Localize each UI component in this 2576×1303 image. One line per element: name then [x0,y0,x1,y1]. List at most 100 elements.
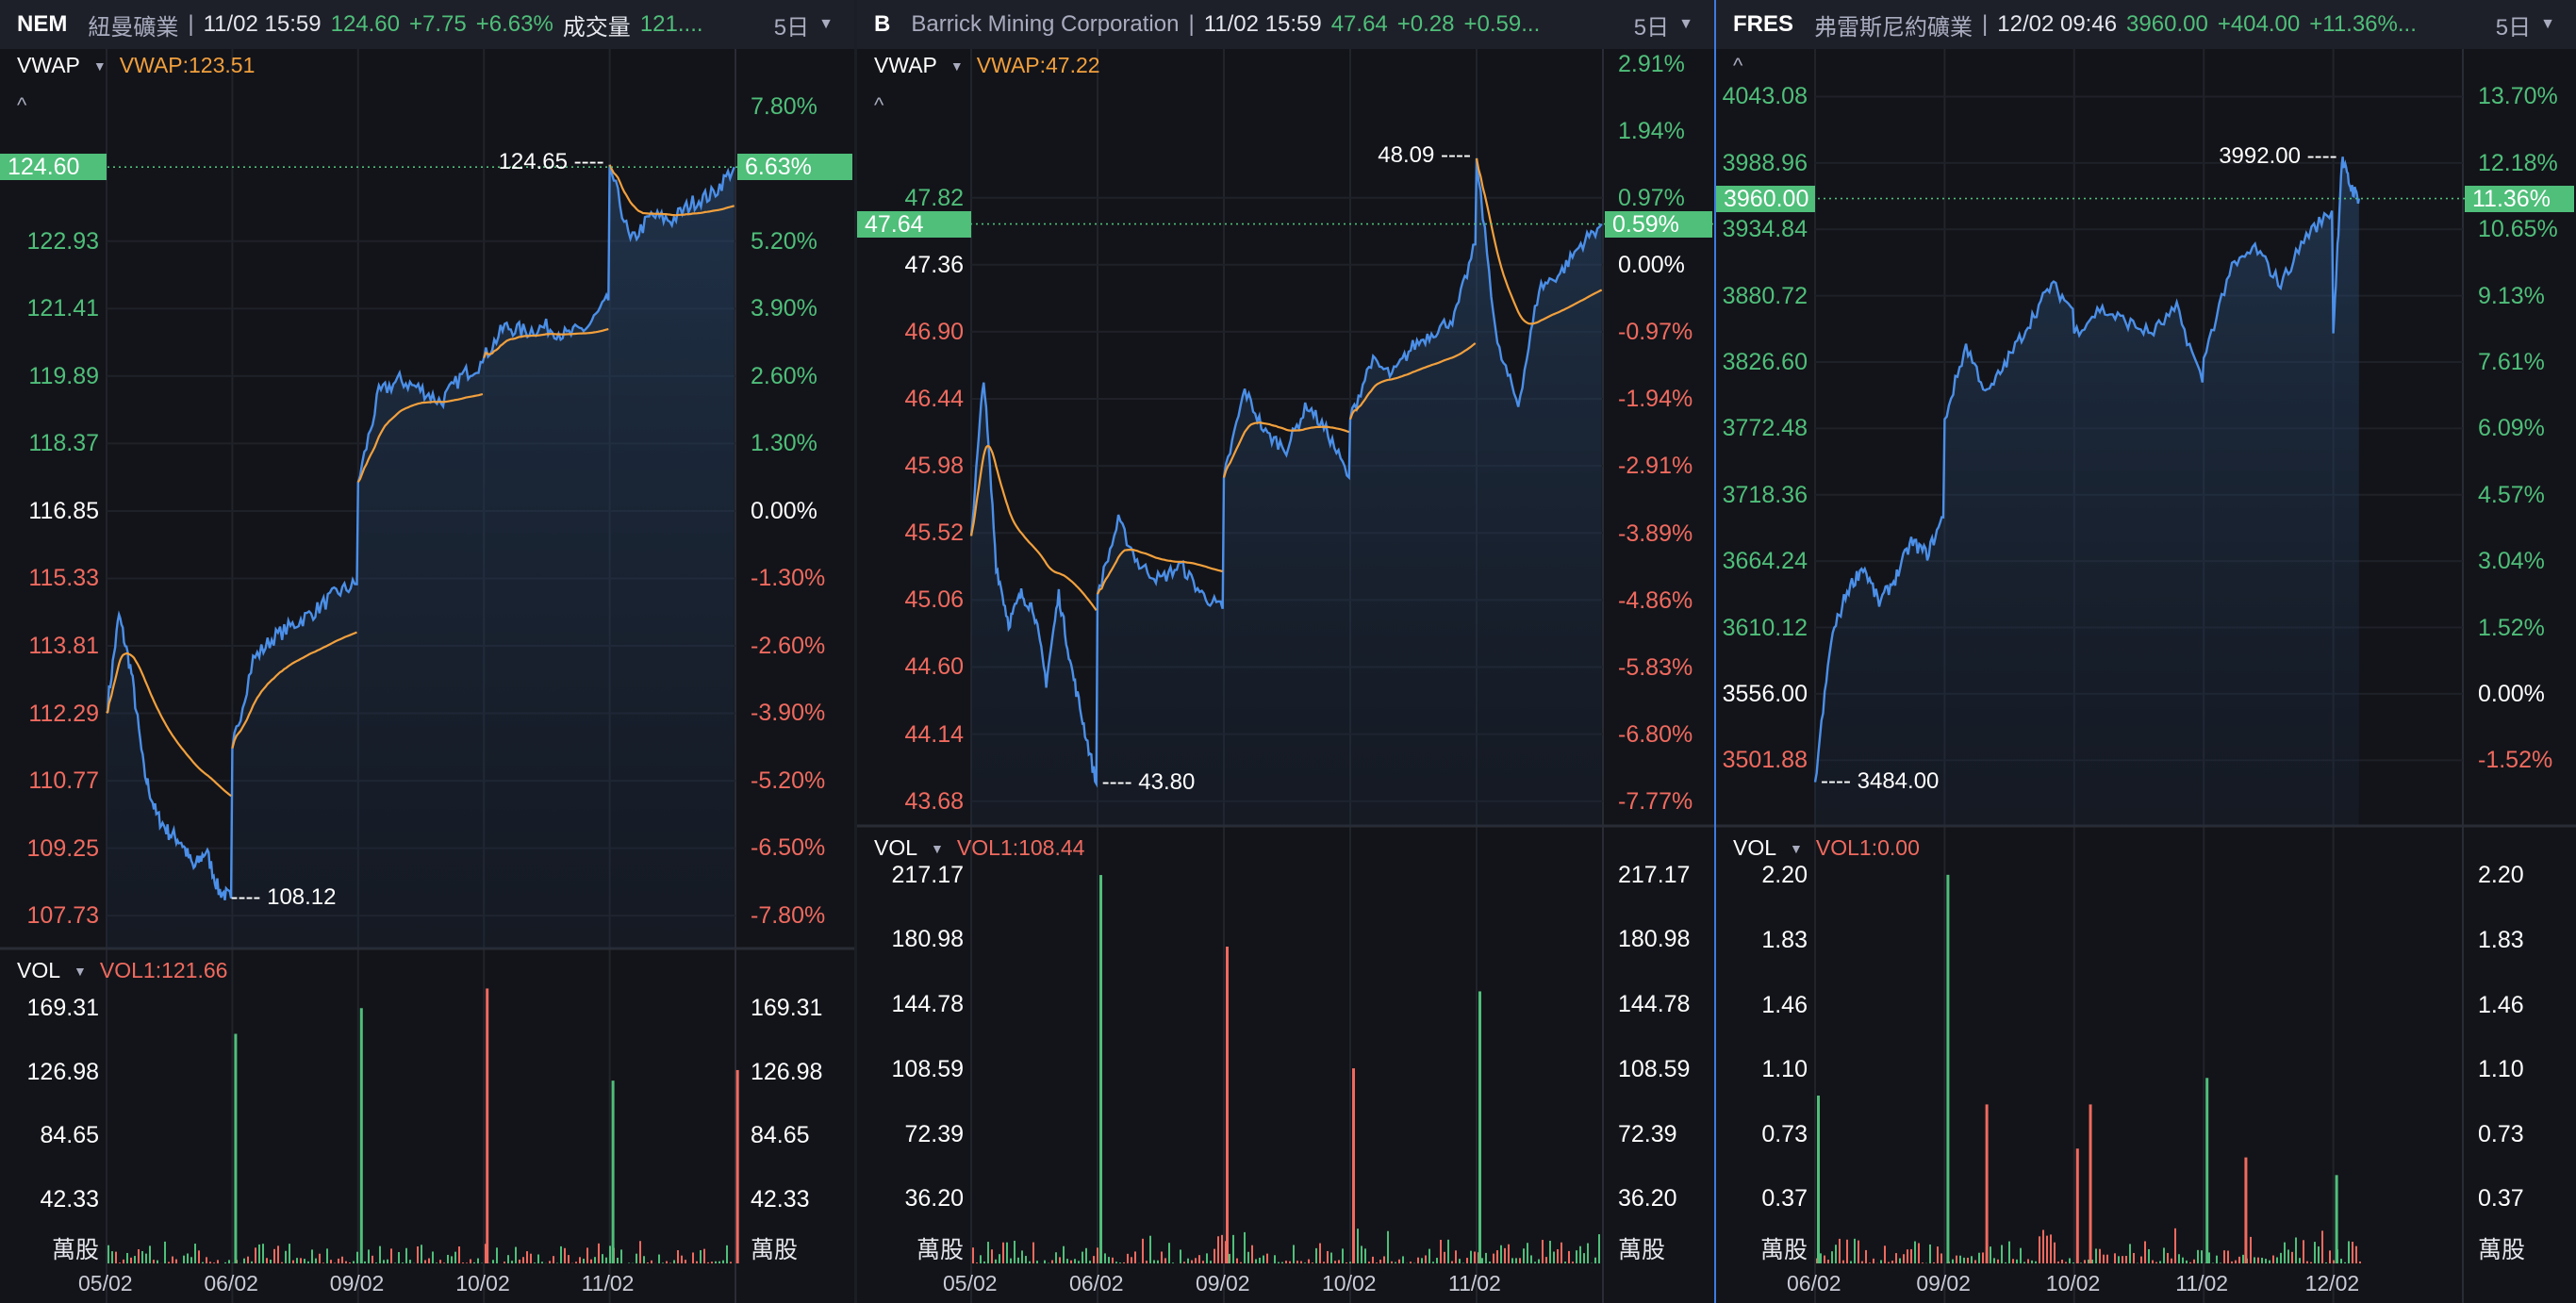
volume-bar [1425,1255,1427,1263]
volume-bar [2133,1252,2135,1263]
chart-panel-fres[interactable]: FRES 弗雷斯尼約礦業 | 12/02 09:46 3960.00 +404.00 +11… [1716,0,2576,1303]
volume-bar [685,1260,686,1263]
x-axis-label: 06/02 [1069,1271,1124,1295]
volume-indicator[interactable]: VOL ▼ VOL1:0.00 [1733,835,1920,861]
vwap-line [106,652,232,798]
volume-bar [2065,1262,2067,1263]
volume-bar [1346,1262,1347,1263]
vwap-indicator[interactable]: VWAP ▼ VWAP:123.51 [17,53,255,78]
volume-bar [1051,1260,1053,1263]
chart-panel-b[interactable]: B Barrick Mining Corporation | 11/02 15:59 4… [857,0,1714,1303]
volume-bar [1990,1246,1991,1263]
current-pct-label: 0.59% [1605,210,1712,238]
volume-bar [1538,1259,1540,1263]
volume-indicator[interactable]: VOL ▼ VOL1:108.44 [874,835,1084,861]
volume-bar [402,1262,404,1263]
volume-bar [692,1252,694,1263]
volume-bar [1229,1253,1230,1263]
vwap-indicator[interactable]: VWAP ▼ VWAP:47.22 [874,53,1100,78]
volume-bar [1997,1259,1999,1263]
volume-bar [1379,1259,1381,1263]
collapse-icon[interactable]: ^ [1733,54,1743,77]
left-axis-label: 118.37 [28,430,99,457]
volume-bar [2182,1257,2184,1263]
volume-bar [1368,1262,1370,1263]
volume-bar [1576,1250,1577,1263]
volume-bar [1967,1257,1969,1263]
panel-divider[interactable] [1714,0,1716,1303]
left-axis-label: 3501.88 [1722,747,1808,774]
panel-divider[interactable] [854,0,857,1303]
volume-bar [1583,1253,1585,1263]
volume-bar [2103,1254,2105,1263]
volume-bar [1846,1239,1848,1263]
chart-canvas[interactable] [0,0,854,1303]
chart-canvas[interactable] [857,0,1714,1303]
period-selector[interactable]: 5日 [1633,14,1670,41]
right-axis-label: -7.80% [751,901,826,929]
left-axis-label: 47.36 [904,251,964,278]
collapse-icon[interactable]: ^ [17,93,27,117]
volume-bar [1014,1240,1016,1263]
volume-bar [266,1258,268,1263]
volume-bar [1455,1250,1457,1263]
right-axis-label: -4.86% [1618,586,1693,614]
volume-bar [258,1244,260,1263]
volume-bar [1032,1242,1034,1263]
left-axis-label: 44.14 [904,720,964,748]
price-change: +0.28 [1396,11,1455,37]
chevron-down-icon[interactable]: ▼ [2540,16,2555,32]
x-axis-label: 05/02 [943,1271,998,1295]
indicator-name: VOL [17,958,61,982]
volume-bar [609,1245,611,1263]
price-line[interactable] [106,164,735,900]
volume-label: 成交量 [562,14,631,41]
vwap-line [608,164,735,217]
volume-bar [424,1260,426,1263]
volume-axis-label: 108.59 [891,1055,964,1082]
right-axis-label: -1.30% [751,565,826,592]
volume-bar [334,1262,336,1263]
volume-bar [1410,1262,1412,1263]
chart-canvas[interactable] [1716,0,2576,1303]
volume-bar [1869,1262,1871,1263]
price-line[interactable] [1813,157,2360,783]
right-axis-label: 6.09% [2478,415,2545,442]
volume-bar [359,1008,363,1263]
volume-bar [1963,1257,1965,1263]
volume-bar [1496,1250,1498,1263]
volume-bar [2269,1260,2271,1263]
volume-axis-label: 2.20 [2478,861,2524,888]
price-area [107,164,735,949]
chart-panel-nem[interactable]: NEM 紐曼礦業 | 11/02 15:59 124.60 +7.75 +6.63% 成交量 1… [0,0,854,1303]
volume-bar [1579,1245,1581,1263]
volume-bar [1594,1257,1596,1263]
volume-bar [285,1250,287,1263]
price-line[interactable] [969,157,1603,788]
volume-bar [1402,1256,1404,1263]
volume-bar [1865,1249,1867,1263]
chevron-down-icon[interactable]: ▼ [818,16,834,32]
volume-axis-label: 217.17 [891,861,964,888]
volume-bar [707,1262,709,1263]
volume-bar [1323,1262,1325,1263]
volume-axis-label: 126.98 [751,1058,823,1085]
period-selector[interactable]: 5日 [2495,14,2532,41]
right-axis-label: 0.00% [751,497,817,524]
volume-bar [454,1251,456,1263]
left-axis-label: 45.06 [904,586,964,614]
volume-bar [213,1262,215,1263]
period-selector[interactable]: 5日 [773,14,810,41]
volume-bar [1489,1262,1491,1263]
volume-bar [1504,1247,1506,1263]
volume-indicator[interactable]: VOL ▼ VOL1:121.66 [17,958,227,983]
right-axis-label: 13.70% [2478,83,2558,110]
chevron-down-icon[interactable]: ▼ [1678,16,1693,32]
collapse-icon[interactable]: ^ [874,93,884,117]
volume-bar [530,1253,532,1263]
volume-bar [251,1261,253,1263]
left-axis-label: 44.60 [904,653,964,681]
left-axis-label: 46.90 [904,318,964,345]
price-area [1815,157,2359,826]
volume-bar [119,1262,121,1263]
